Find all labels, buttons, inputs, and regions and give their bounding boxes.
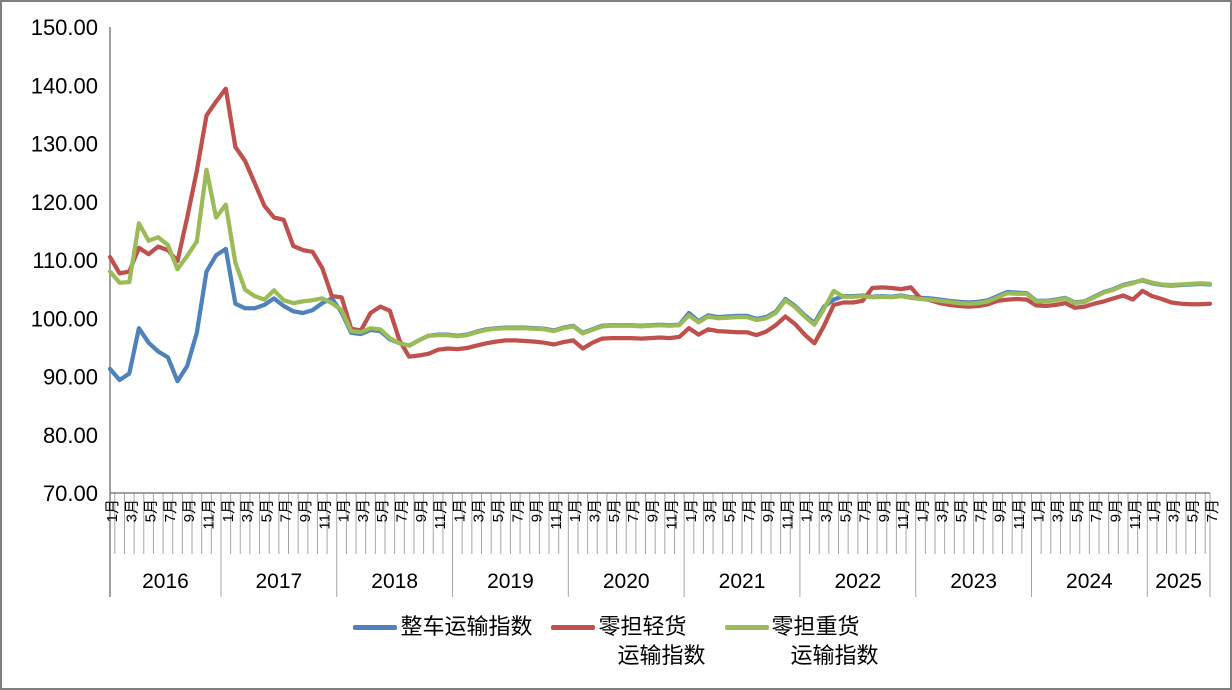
x-axis-month-label: 9月: [644, 499, 661, 522]
legend-item-ltl-light-index: 零担轻货 运输指数: [551, 612, 706, 670]
x-axis-month-label: 9月: [297, 499, 314, 522]
x-axis-month-label: 3月: [239, 499, 256, 522]
x-axis-month-label: 1月: [104, 499, 121, 522]
x-axis-year-label: 2018: [371, 570, 418, 593]
legend-label-ltl-light: 零担轻货 运输指数: [598, 612, 705, 670]
x-axis-month-label: 11月: [1127, 499, 1144, 530]
x-axis-month-label: 11月: [664, 499, 681, 530]
legend-label-line: 整车运输指数: [400, 614, 533, 639]
x-axis-month-label: 7月: [972, 499, 989, 522]
x-axis-year-label: 2021: [719, 570, 766, 593]
x-axis-month-label: 11月: [779, 499, 796, 530]
legend-item-ftl-index: 整车运输指数: [353, 612, 532, 641]
x-axis-month-label: 7月: [393, 499, 410, 522]
chart-legend: 整车运输指数 零担轻货 运输指数 零担重货 运输指数: [2, 612, 1230, 670]
x-axis-month-label: 5月: [258, 499, 275, 522]
x-axis-month-label: 7月: [741, 499, 758, 522]
x-axis-month-label: 5月: [1069, 499, 1086, 522]
x-axis-year-label: 2017: [256, 570, 303, 593]
x-axis-month-label: 7月: [1088, 499, 1105, 522]
legend-line-swatch-ltl-heavy: [724, 625, 769, 630]
x-axis-month-label: 1月: [799, 499, 816, 522]
x-axis-month-label: 5月: [722, 499, 739, 522]
x-axis-month-label: 1月: [567, 499, 584, 522]
series-line-ltl-light: [107, 86, 1213, 359]
x-axis-month-label: 5月: [606, 499, 623, 522]
legend-label-ftl: 整车运输指数: [400, 612, 532, 641]
x-axis-month-label: 7月: [509, 499, 526, 522]
x-axis-month-label: 1月: [336, 499, 353, 522]
x-axis-year-label: 2023: [950, 570, 997, 593]
y-axis-label: 100.00: [31, 306, 98, 331]
y-axis-label: 140.00: [31, 73, 98, 98]
legend-label-line: 零担重货: [771, 614, 860, 639]
legend-label-line: 零担轻货: [598, 614, 687, 639]
x-axis-month-label: 1月: [451, 499, 468, 522]
legend-label-line: 运输指数: [790, 643, 879, 668]
y-axis-label: 120.00: [31, 190, 98, 215]
x-axis-month-label: 11月: [316, 499, 333, 530]
x-axis-year-label: 2025: [1155, 570, 1202, 593]
x-axis-year-label: 2019: [487, 570, 534, 593]
x-axis-year-label: 2024: [1066, 570, 1113, 593]
series-line-ftl: [107, 246, 1213, 384]
x-axis-month-label: 9月: [529, 499, 546, 522]
y-axis-label: 130.00: [31, 132, 98, 157]
x-axis-month-label: 1月: [915, 499, 932, 522]
x-axis-month-label: 1月: [1146, 499, 1163, 522]
x-axis-month-label: 7月: [857, 499, 874, 522]
x-axis-month-label: 5月: [143, 499, 160, 522]
x-axis-month-label: 3月: [471, 499, 488, 522]
legend-line-swatch-ftl: [353, 625, 398, 630]
x-axis-month-label: 1月: [683, 499, 700, 522]
legend-line-swatch-ltl-light: [551, 625, 596, 630]
x-axis-month-label: 11月: [548, 499, 565, 530]
x-axis-month-label: 3月: [586, 499, 603, 522]
x-axis-month-label: 5月: [374, 499, 391, 522]
x-axis-month-label: 9月: [413, 499, 430, 522]
x-axis-month-label: 11月: [432, 499, 449, 530]
y-axis-label: 70.00: [43, 481, 98, 506]
x-axis-month-label: 5月: [490, 499, 507, 522]
x-axis-month-label: 3月: [123, 499, 140, 522]
x-axis-month-label: 5月: [837, 499, 854, 522]
x-axis-month-label: 5月: [1185, 499, 1202, 522]
y-axis-label: 110.00: [32, 248, 98, 273]
legend-label-line: 运输指数: [617, 643, 706, 668]
series-line-ltl-heavy: [107, 167, 1213, 348]
y-axis-label: 90.00: [43, 365, 98, 390]
x-axis-month-label: 11月: [1011, 499, 1028, 530]
x-axis-year-label: 2020: [603, 570, 650, 593]
freight-index-line-chart: 150.00 140.00 130.00 120.00 110.00 100.00 90.0…: [31, 15, 1221, 597]
x-axis-month-label: 7月: [162, 499, 179, 522]
x-axis-year-label: 2016: [142, 570, 189, 593]
y-axis-label: 80.00: [43, 423, 98, 448]
x-axis-year-label: 2022: [834, 570, 881, 593]
x-axis-month-label: 3月: [355, 499, 372, 522]
legend-item-ltl-heavy-index: 零担重货 运输指数: [724, 612, 879, 670]
x-axis-month-label: 11月: [895, 499, 912, 530]
x-axis-month-label: 9月: [876, 499, 893, 522]
x-axis-month-label: 9月: [992, 499, 1009, 522]
x-axis-month-label: 3月: [702, 499, 719, 522]
x-axis-month-label: 9月: [181, 499, 198, 522]
x-axis-month-label: 3月: [1050, 499, 1067, 522]
x-axis-month-label: 1月: [1030, 499, 1047, 522]
x-axis-month-label: 9月: [760, 499, 777, 522]
x-axis-month-label: 7月: [625, 499, 642, 522]
x-axis-month-label: 7月: [1204, 499, 1221, 522]
legend-label-ltl-heavy: 零担重货 运输指数: [772, 612, 879, 670]
y-axis-label: 150.00: [31, 15, 98, 40]
x-axis-month-label: 3月: [818, 499, 835, 522]
x-axis-month-label: 9月: [1108, 499, 1125, 522]
x-axis-month-label: 7月: [278, 499, 295, 522]
x-axis-month-label: 11月: [200, 499, 217, 530]
x-axis-month-label: 3月: [1165, 499, 1182, 522]
x-axis-month-label: 3月: [934, 499, 951, 522]
x-axis-month-label: 1月: [220, 499, 237, 522]
x-axis-month-label: 5月: [953, 499, 970, 522]
